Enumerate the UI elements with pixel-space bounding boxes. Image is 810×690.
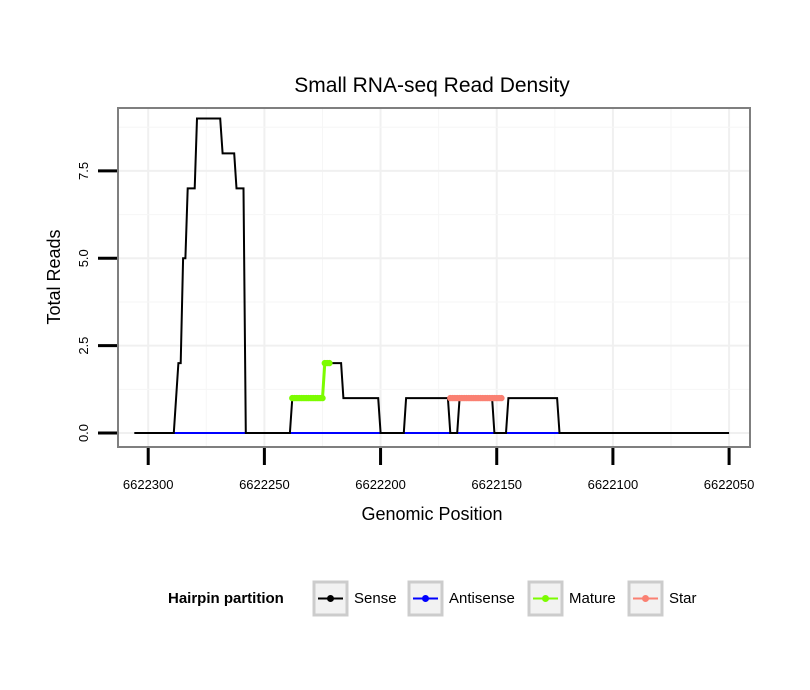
- x-tick-label: 6622050: [704, 477, 755, 492]
- legend-point-star: [642, 595, 649, 602]
- plot-panel: [118, 108, 750, 447]
- x-tick-label: 6622100: [588, 477, 639, 492]
- mature-point: [319, 394, 326, 402]
- y-tick-label: 5.0: [76, 249, 91, 267]
- y-tick-label: 7.5: [76, 162, 91, 180]
- legend-point-mature: [542, 595, 549, 602]
- legend: Hairpin partition Sense Antisense Mature St…: [168, 580, 697, 617]
- y-tick-label: 2.5: [76, 337, 91, 355]
- x-axis-title: Genomic Position: [361, 504, 502, 524]
- legend-label-sense: Sense: [354, 590, 397, 607]
- y-axis: 0.0 2.5 5.0 7.5: [76, 162, 117, 442]
- x-axis: 6622300 6622250 6622200 6622150 6622100 66220…: [123, 448, 755, 492]
- legend-title: Hairpin partition: [168, 590, 284, 607]
- star-point: [498, 394, 505, 402]
- legend-label-star: Star: [669, 590, 697, 607]
- plot-border: [117, 107, 751, 448]
- legend-label-mature: Mature: [569, 590, 616, 607]
- mature-point: [326, 359, 333, 367]
- legend-point-sense: [327, 595, 334, 602]
- x-tick-label: 6622300: [123, 477, 174, 492]
- legend-label-antisense: Antisense: [449, 590, 515, 607]
- series-layer: [134, 117, 730, 434]
- x-tick-label: 6622150: [471, 477, 522, 492]
- y-tick-label: 0.0: [76, 424, 91, 442]
- x-tick-label: 6622200: [355, 477, 406, 492]
- y-axis-title: Total Reads: [44, 229, 64, 324]
- chart-title: Small RNA-seq Read Density: [294, 74, 570, 97]
- legend-point-antisense: [422, 595, 429, 602]
- x-tick-label: 6622250: [239, 477, 290, 492]
